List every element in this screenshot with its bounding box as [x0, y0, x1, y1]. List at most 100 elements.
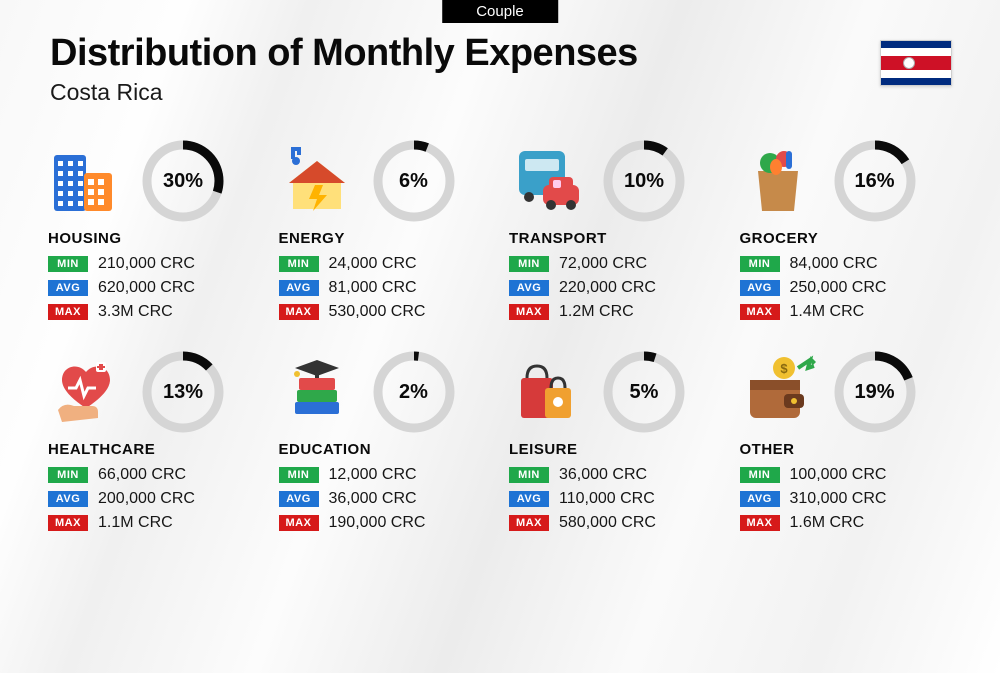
stats-list: MIN 12,000 CRC AVG 36,000 CRC MAX 190,000 C…	[279, 466, 492, 532]
education-icon	[279, 354, 355, 430]
category-card-leisure: 5% LEISURE MIN 36,000 CRC AVG 110,000 CRC …	[509, 351, 722, 532]
categories-grid: 30% HOUSING MIN 210,000 CRC AVG 620,000 CR…	[0, 116, 1000, 562]
pct-donut: 10%	[603, 140, 685, 222]
max-value: 3.3M CRC	[98, 303, 173, 321]
stats-list: MIN 24,000 CRC AVG 81,000 CRC MAX 530,000 C…	[279, 255, 492, 321]
pct-value: 6%	[373, 140, 455, 222]
min-value: 12,000 CRC	[329, 466, 417, 484]
min-value: 66,000 CRC	[98, 466, 186, 484]
pct-value: 19%	[834, 351, 916, 433]
avg-label: AVG	[48, 280, 88, 296]
max-label: MAX	[279, 515, 319, 531]
category-name: TRANSPORT	[509, 230, 722, 247]
max-value: 580,000 CRC	[559, 514, 656, 532]
max-value: 1.1M CRC	[98, 514, 173, 532]
pct-value: 10%	[603, 140, 685, 222]
max-value: 190,000 CRC	[329, 514, 426, 532]
country-flag-icon	[880, 40, 952, 86]
category-name: GROCERY	[740, 230, 953, 247]
pct-value: 5%	[603, 351, 685, 433]
avg-value: 220,000 CRC	[559, 279, 656, 297]
stats-list: MIN 84,000 CRC AVG 250,000 CRC MAX 1.4M CRC	[740, 255, 953, 321]
max-label: MAX	[740, 304, 780, 320]
min-label: MIN	[48, 256, 88, 272]
category-name: LEISURE	[509, 441, 722, 458]
energy-icon	[279, 143, 355, 219]
housing-icon	[48, 143, 124, 219]
avg-value: 81,000 CRC	[329, 279, 417, 297]
avg-value: 310,000 CRC	[790, 490, 887, 508]
stats-list: MIN 72,000 CRC AVG 220,000 CRC MAX 1.2M CRC	[509, 255, 722, 321]
min-label: MIN	[509, 467, 549, 483]
max-label: MAX	[279, 304, 319, 320]
avg-value: 200,000 CRC	[98, 490, 195, 508]
stats-list: MIN 66,000 CRC AVG 200,000 CRC MAX 1.1M CRC	[48, 466, 261, 532]
avg-value: 110,000 CRC	[559, 490, 655, 508]
healthcare-icon	[48, 354, 124, 430]
pct-donut: 2%	[373, 351, 455, 433]
min-label: MIN	[48, 467, 88, 483]
stats-list: MIN 36,000 CRC AVG 110,000 CRC MAX 580,000 …	[509, 466, 722, 532]
category-card-energy: 6% ENERGY MIN 24,000 CRC AVG 81,000 CRC MA…	[279, 140, 492, 321]
country-name: Costa Rica	[50, 79, 950, 106]
max-label: MAX	[740, 515, 780, 531]
min-label: MIN	[740, 256, 780, 272]
category-name: HOUSING	[48, 230, 261, 247]
pct-value: 13%	[142, 351, 224, 433]
min-value: 24,000 CRC	[329, 255, 417, 273]
category-card-healthcare: 13% HEALTHCARE MIN 66,000 CRC AVG 200,000 …	[48, 351, 261, 532]
grocery-icon	[740, 143, 816, 219]
avg-label: AVG	[279, 280, 319, 296]
max-label: MAX	[48, 304, 88, 320]
min-value: 36,000 CRC	[559, 466, 647, 484]
category-card-transport: 10% TRANSPORT MIN 72,000 CRC AVG 220,000 C…	[509, 140, 722, 321]
stats-list: MIN100,000 CRC AVG310,000 CRC MAX1.6M CR…	[740, 466, 953, 532]
max-value: 1.2M CRC	[559, 303, 634, 321]
min-value: 72,000 CRC	[559, 255, 647, 273]
avg-value: 620,000 CRC	[98, 279, 195, 297]
category-card-housing: 30% HOUSING MIN 210,000 CRC AVG 620,000 CR…	[48, 140, 261, 321]
category-name: EDUCATION	[279, 441, 492, 458]
category-name: HEALTHCARE	[48, 441, 261, 458]
pct-donut: 19%	[834, 351, 916, 433]
stats-list: MIN 210,000 CRC AVG 620,000 CRC MAX 3.3M CR…	[48, 255, 261, 321]
pct-donut: 5%	[603, 351, 685, 433]
other-icon: $	[740, 354, 816, 430]
max-label: MAX	[509, 304, 549, 320]
avg-label: AVG	[48, 491, 88, 507]
avg-label: AVG	[740, 280, 780, 296]
header: Distribution of Monthly Expenses Costa R…	[0, 0, 1000, 116]
min-value: 84,000 CRC	[790, 255, 878, 273]
min-label: MIN	[279, 256, 319, 272]
pct-donut: 13%	[142, 351, 224, 433]
transport-icon	[509, 143, 585, 219]
max-value: 1.6M CRC	[790, 514, 865, 532]
category-name: ENERGY	[279, 230, 492, 247]
avg-label: AVG	[740, 491, 780, 507]
category-card-other: $ 19% OTHER MIN100,000 CRC AVG310,000 CR…	[740, 351, 953, 532]
max-value: 530,000 CRC	[329, 303, 426, 321]
pct-donut: 30%	[142, 140, 224, 222]
min-value: 100,000 CRC	[790, 466, 887, 484]
avg-label: AVG	[509, 280, 549, 296]
min-label: MIN	[279, 467, 319, 483]
min-label: MIN	[509, 256, 549, 272]
avg-value: 250,000 CRC	[790, 279, 887, 297]
pct-value: 16%	[834, 140, 916, 222]
pct-value: 2%	[373, 351, 455, 433]
max-label: MAX	[509, 515, 549, 531]
category-card-grocery: 16% GROCERY MIN 84,000 CRC AVG 250,000 CRC…	[740, 140, 953, 321]
pct-value: 30%	[142, 140, 224, 222]
pct-donut: 6%	[373, 140, 455, 222]
category-name: OTHER	[740, 441, 953, 458]
svg-text:$: $	[780, 361, 788, 376]
pct-donut: 16%	[834, 140, 916, 222]
max-value: 1.4M CRC	[790, 303, 865, 321]
page-title: Distribution of Monthly Expenses	[50, 32, 950, 75]
category-card-education: 2% EDUCATION MIN 12,000 CRC AVG 36,000 CRC…	[279, 351, 492, 532]
avg-value: 36,000 CRC	[329, 490, 417, 508]
avg-label: AVG	[279, 491, 319, 507]
max-label: MAX	[48, 515, 88, 531]
min-value: 210,000 CRC	[98, 255, 195, 273]
avg-label: AVG	[509, 491, 549, 507]
